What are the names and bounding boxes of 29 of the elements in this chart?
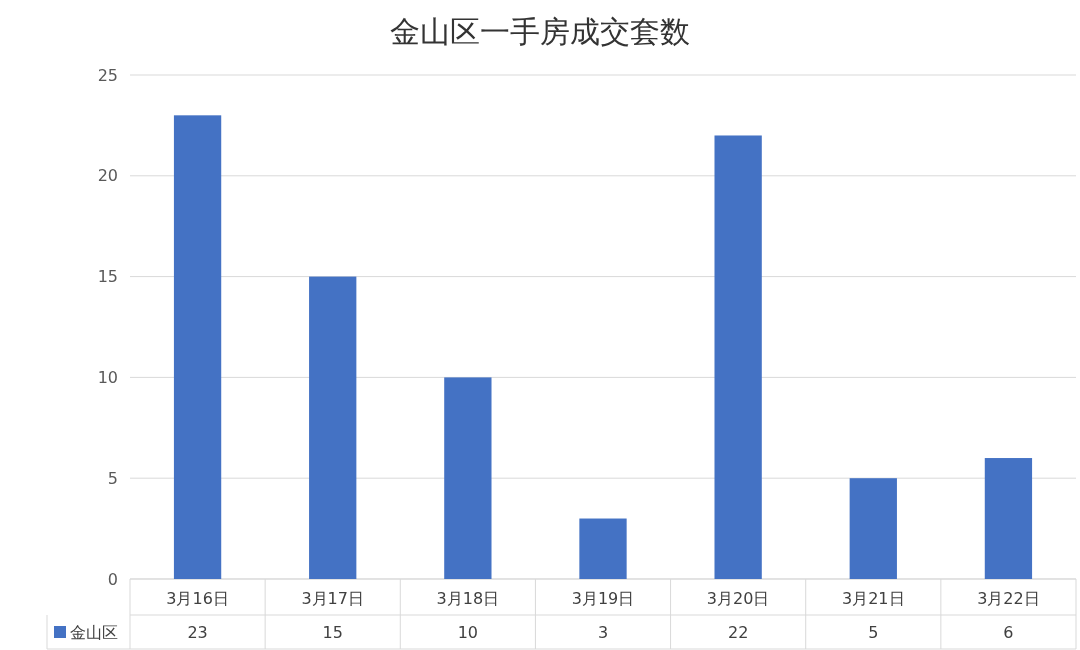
x-tick-label: 3月22日 (977, 588, 1040, 608)
bar (309, 276, 357, 579)
y-tick-label: 10 (97, 368, 118, 387)
legend-label: 金山区 (70, 622, 118, 642)
data-label: 22 (727, 622, 749, 642)
data-label: 5 (868, 622, 879, 642)
x-tick-label: 3月16日 (166, 588, 229, 608)
x-tick-label: 3月21日 (842, 588, 905, 608)
x-tick-label: 3月17日 (301, 588, 364, 608)
y-tick-label: 15 (97, 267, 118, 287)
x-tick-label: 3月19日 (571, 588, 635, 608)
x-tick-label: 3月18日 (436, 588, 500, 608)
data-label: 3 (597, 622, 609, 642)
bar (714, 135, 762, 579)
data-label: 23 (187, 622, 208, 642)
data-label: 15 (322, 622, 343, 642)
y-tick-label: 5 (107, 468, 118, 488)
y-tick-label: 20 (97, 166, 118, 186)
data-label: 6 (1003, 622, 1014, 642)
data-label: 10 (457, 622, 479, 642)
bar (579, 518, 627, 579)
bar (444, 377, 492, 579)
bar (173, 115, 222, 579)
y-tick-label: 0 (107, 569, 118, 589)
y-tick-label: 25 (97, 65, 118, 85)
bar (984, 458, 1033, 579)
bar (849, 478, 897, 579)
x-tick-label: 3月20日 (706, 588, 770, 608)
chart-title: 金山区一手房成交套数 (390, 14, 690, 49)
